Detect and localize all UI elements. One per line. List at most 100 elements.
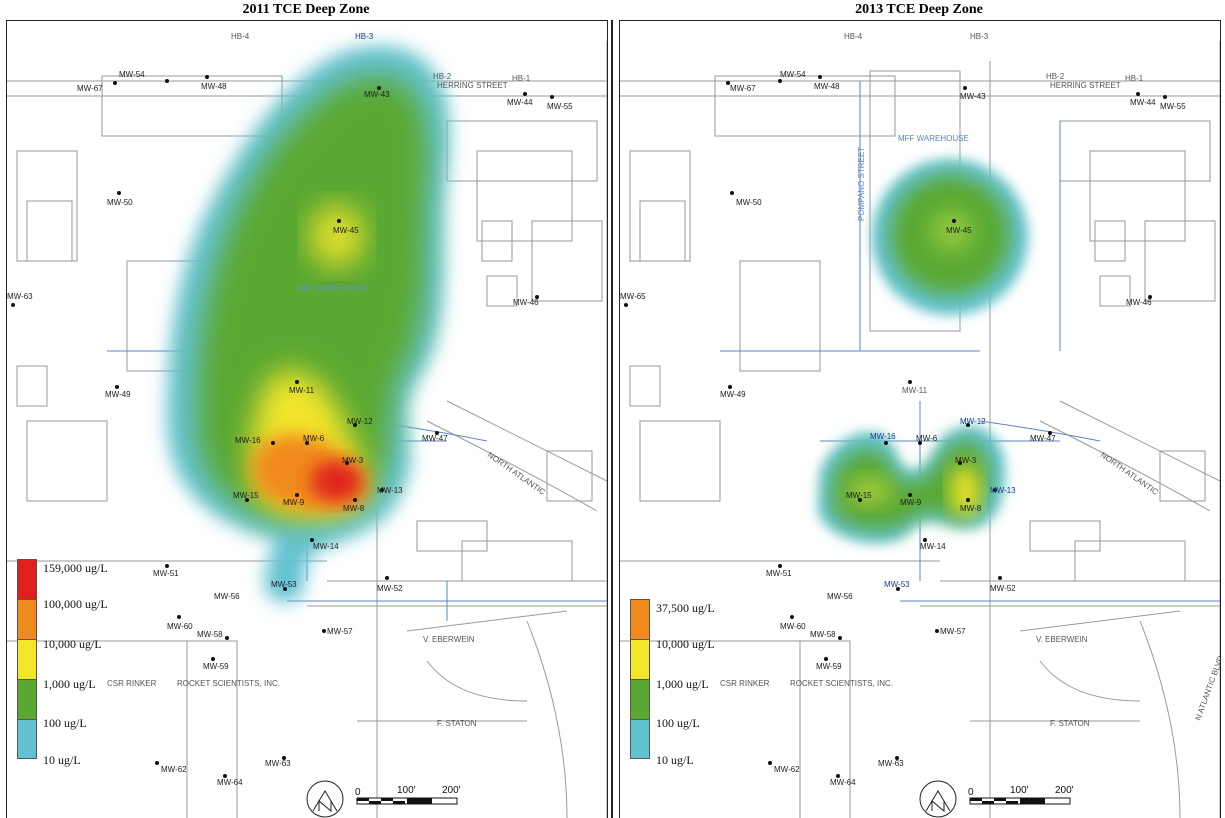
svg-text:N ATLANTIC BLVD: N ATLANTIC BLVD bbox=[1193, 654, 1221, 721]
svg-text:MW-46: MW-46 bbox=[1126, 298, 1152, 307]
svg-text:ROCKET SCIENTISTS, INC.: ROCKET SCIENTISTS, INC. bbox=[790, 679, 893, 688]
svg-text:HB-1: HB-1 bbox=[512, 74, 531, 83]
panel-title: 2013 TCE Deep Zone bbox=[613, 2, 1225, 18]
svg-text:MW-6: MW-6 bbox=[303, 434, 325, 443]
svg-text:MW-9: MW-9 bbox=[900, 498, 922, 507]
svg-text:MW-63: MW-63 bbox=[878, 759, 904, 768]
svg-text:MW-3: MW-3 bbox=[342, 456, 364, 465]
svg-text:MFF WAREHOUSE: MFF WAREHOUSE bbox=[297, 284, 368, 293]
legend-label: 100,000 ug/L bbox=[43, 597, 108, 612]
svg-text:MW-67: MW-67 bbox=[730, 84, 756, 93]
svg-text:200': 200' bbox=[1055, 785, 1074, 796]
svg-text:MW-11: MW-11 bbox=[289, 386, 315, 395]
svg-text:HB-1: HB-1 bbox=[1125, 74, 1144, 83]
legend-label: 10,000 ug/L bbox=[656, 637, 715, 652]
svg-text:MW-45: MW-45 bbox=[333, 226, 359, 235]
svg-text:MW-16: MW-16 bbox=[870, 432, 896, 441]
svg-text:MW-63: MW-63 bbox=[7, 292, 33, 301]
svg-text:HB-4: HB-4 bbox=[844, 32, 863, 41]
svg-text:100': 100' bbox=[397, 785, 416, 796]
svg-text:MW-55: MW-55 bbox=[547, 102, 573, 111]
svg-text:MW-13: MW-13 bbox=[990, 486, 1016, 495]
svg-text:MW-56: MW-56 bbox=[827, 592, 853, 601]
svg-text:MW-53: MW-53 bbox=[884, 580, 910, 589]
svg-text:NORTH ATLANTIC: NORTH ATLANTIC bbox=[1099, 450, 1160, 497]
svg-text:HB-3: HB-3 bbox=[355, 32, 374, 41]
svg-text:CSR RINKER: CSR RINKER bbox=[107, 679, 157, 688]
svg-text:MW-3: MW-3 bbox=[955, 456, 977, 465]
panel-2013: 2013 TCE Deep Zone bbox=[613, 0, 1225, 818]
legend-label: 100 ug/L bbox=[656, 716, 700, 731]
svg-text:MW-44: MW-44 bbox=[1130, 98, 1156, 107]
legend-swatch-red bbox=[17, 559, 37, 601]
scale-bar: 0 100' 200' bbox=[355, 785, 461, 804]
svg-text:MW-59: MW-59 bbox=[203, 662, 229, 671]
svg-text:MW-44: MW-44 bbox=[507, 98, 533, 107]
svg-text:MW-64: MW-64 bbox=[830, 778, 856, 787]
legend-label: 10,000 ug/L bbox=[43, 637, 102, 652]
svg-text:HB-2: HB-2 bbox=[433, 72, 452, 81]
svg-text:MW-62: MW-62 bbox=[774, 765, 800, 774]
svg-text:MW-62: MW-62 bbox=[161, 765, 187, 774]
svg-text:MW-53: MW-53 bbox=[271, 580, 297, 589]
svg-text:HB-2: HB-2 bbox=[1046, 72, 1065, 81]
well-markers bbox=[624, 75, 1167, 778]
legend-swatch-yellow bbox=[17, 639, 37, 681]
legend-swatch-green bbox=[17, 679, 37, 721]
svg-text:MW-52: MW-52 bbox=[377, 584, 403, 593]
svg-text:MW-63: MW-63 bbox=[265, 759, 291, 768]
svg-text:MW-47: MW-47 bbox=[1030, 434, 1056, 443]
legend-swatch-green bbox=[630, 679, 650, 721]
svg-text:V. EBERWEIN: V. EBERWEIN bbox=[423, 635, 475, 644]
legend-swatch-orange bbox=[17, 599, 37, 641]
legend-label: 10 ug/L bbox=[656, 753, 694, 768]
svg-text:MW-58: MW-58 bbox=[197, 630, 223, 639]
svg-text:MW-57: MW-57 bbox=[940, 627, 966, 636]
map-2011: MW-54 MW-67 MW-48 MW-43 MW-44 MW-55 MW-5… bbox=[6, 20, 608, 818]
svg-text:MW-55: MW-55 bbox=[1160, 102, 1186, 111]
svg-text:MW-15: MW-15 bbox=[233, 491, 259, 500]
legend-swatch-orange bbox=[630, 599, 650, 641]
svg-text:MW-13: MW-13 bbox=[377, 486, 403, 495]
legend-label: 1,000 ug/L bbox=[656, 677, 709, 692]
svg-text:MFF WAREHOUSE: MFF WAREHOUSE bbox=[898, 134, 969, 143]
map-canvas: MW-54 MW-67 MW-48 MW-43 MW-44 MW-55 MW-5… bbox=[620, 21, 1221, 818]
svg-text:HB-4: HB-4 bbox=[231, 32, 250, 41]
legend-swatch-cyan bbox=[17, 719, 37, 759]
svg-text:MW-60: MW-60 bbox=[167, 622, 193, 631]
svg-text:MW-15: MW-15 bbox=[846, 491, 872, 500]
svg-text:MW-12: MW-12 bbox=[347, 417, 373, 426]
svg-text:MW-50: MW-50 bbox=[107, 198, 133, 207]
svg-text:MW-8: MW-8 bbox=[960, 504, 982, 513]
svg-text:MW-49: MW-49 bbox=[105, 390, 131, 399]
svg-text:MW-43: MW-43 bbox=[960, 92, 986, 101]
legend-label: 159,000 ug/L bbox=[43, 561, 108, 576]
north-arrow-icon bbox=[307, 781, 343, 817]
svg-text:MW-14: MW-14 bbox=[313, 542, 339, 551]
svg-text:MW-45: MW-45 bbox=[946, 226, 972, 235]
svg-text:HERRING STREET: HERRING STREET bbox=[1050, 81, 1121, 90]
legend-label: 100 ug/L bbox=[43, 716, 87, 731]
svg-text:MW-46: MW-46 bbox=[513, 298, 539, 307]
svg-text:MW-64: MW-64 bbox=[217, 778, 243, 787]
scale-bar: 0 100' 200' bbox=[968, 785, 1074, 804]
svg-text:MW-52: MW-52 bbox=[990, 584, 1016, 593]
svg-text:POMPANO STREET: POMPANO STREET bbox=[857, 147, 866, 221]
svg-text:MW-65: MW-65 bbox=[620, 292, 646, 301]
svg-text:MW-58: MW-58 bbox=[810, 630, 836, 639]
well-label: MW-54 bbox=[119, 70, 145, 79]
svg-text:HB-3: HB-3 bbox=[970, 32, 989, 41]
svg-text:MW-50: MW-50 bbox=[736, 198, 762, 207]
legend-label: 37,500 ug/L bbox=[656, 601, 715, 616]
svg-text:MW-14: MW-14 bbox=[920, 542, 946, 551]
svg-text:V. EBERWEIN: V. EBERWEIN bbox=[1036, 635, 1088, 644]
svg-text:MW-8: MW-8 bbox=[343, 504, 365, 513]
svg-text:NORTH ATLANTIC: NORTH ATLANTIC bbox=[486, 450, 547, 497]
svg-text:MW-51: MW-51 bbox=[766, 569, 792, 578]
svg-text:MW-67: MW-67 bbox=[77, 84, 103, 93]
tce-plume-2011 bbox=[167, 46, 449, 602]
svg-text:MW-54: MW-54 bbox=[780, 70, 806, 79]
svg-text:MW-56: MW-56 bbox=[214, 592, 240, 601]
svg-text:MW-16: MW-16 bbox=[235, 436, 261, 445]
legend-swatch-cyan bbox=[630, 719, 650, 759]
